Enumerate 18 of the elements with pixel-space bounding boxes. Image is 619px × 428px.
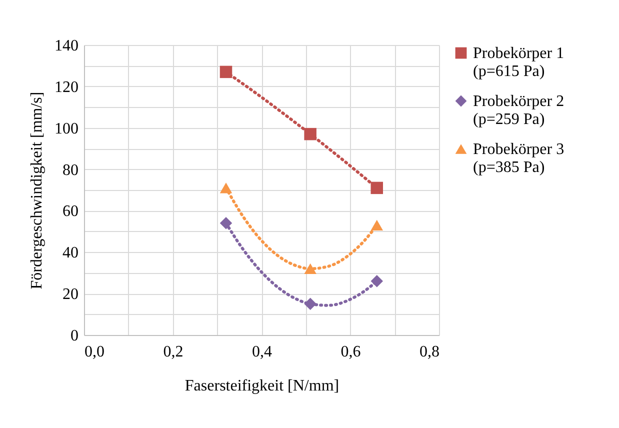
y-tick-label: 0: [70, 328, 78, 344]
y-tick-label: 140: [54, 38, 78, 54]
x-tick-label: 0,2: [163, 344, 184, 360]
x-axis-title: Fasersteifigkeit [N/mm]: [184, 378, 340, 394]
x-tick-label: 0,0: [84, 344, 104, 360]
legend-label: Probekörper 1 (p=615 Pa): [473, 45, 564, 80]
y-tick-label: 20: [62, 286, 78, 304]
x-tick-label: 0,4: [252, 344, 272, 360]
y-axis-title: Fördergeschwindigkeit [mm/s]: [28, 92, 46, 290]
y-tick-label: 40: [62, 244, 78, 262]
x-tick-label: 0,6: [340, 344, 361, 360]
legend-label: Probekörper 2 (p=259 Pa): [473, 93, 564, 128]
x-tick-label: 0,8: [420, 344, 440, 360]
y-tick-label: 80: [62, 162, 78, 179]
y-tick-label: 120: [54, 78, 78, 96]
y-tick-label: 100: [54, 120, 78, 138]
legend-label: Probekörper 3 (p=385 Pa): [473, 141, 564, 176]
y-tick-label: 60: [62, 203, 78, 220]
